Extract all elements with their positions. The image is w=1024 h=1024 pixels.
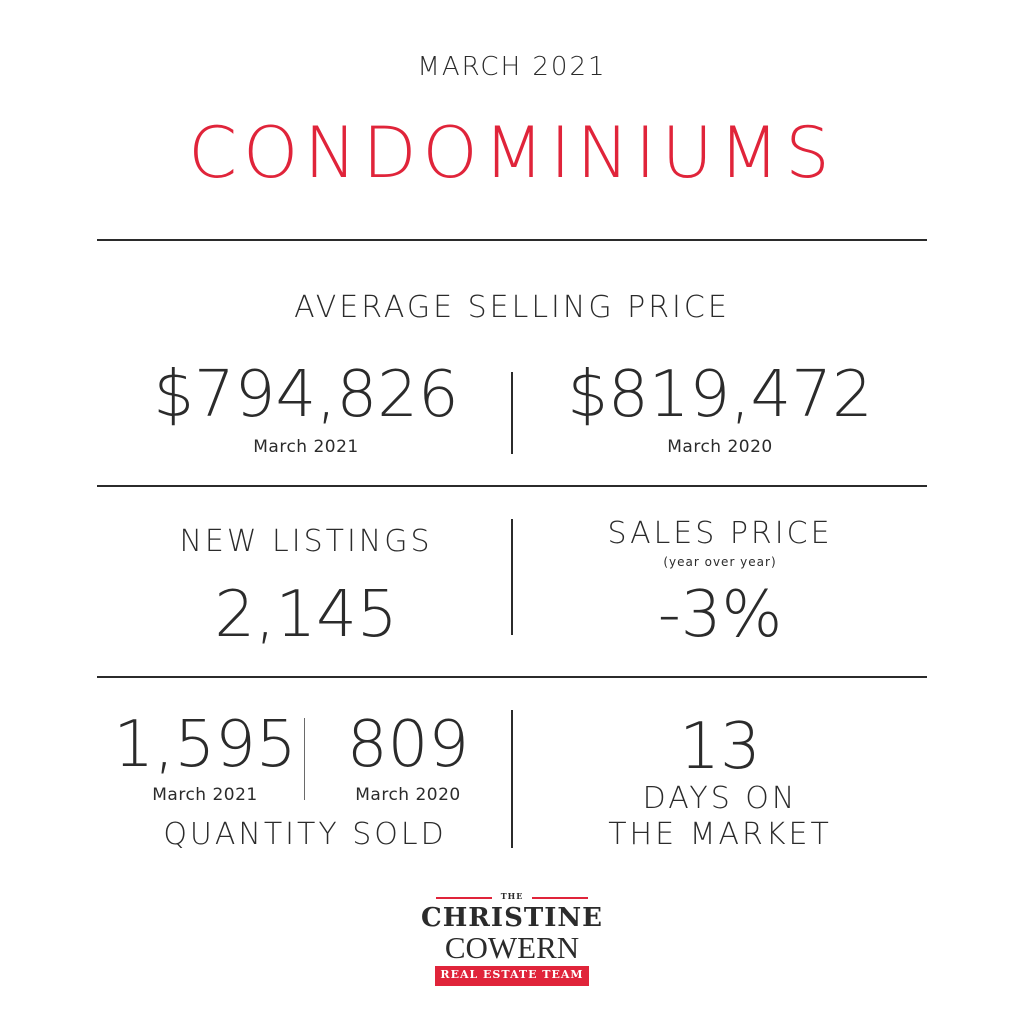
- qty-sold-current-caption: March 2021: [152, 785, 258, 805]
- days-on-market-value: 13: [679, 710, 761, 784]
- page-title: CONDOMINIUMS: [188, 112, 836, 194]
- logo-line-1: CHRISTINE: [421, 903, 603, 933]
- qty-sold-label: QUANTITY SOLD: [163, 817, 447, 852]
- logo-rule-left: [436, 897, 492, 899]
- qty-sold-previous: 809: [346, 708, 470, 782]
- logo-rule-right: [532, 897, 588, 899]
- logo-line-2: COWERN: [444, 930, 580, 965]
- divider-bottom: [97, 676, 927, 678]
- qty-sold-separator: [304, 718, 305, 800]
- avg-price-previous: $819,472: [567, 358, 873, 432]
- avg-price-previous-caption: March 2020: [667, 437, 773, 457]
- avg-price-current: $794,826: [153, 358, 459, 432]
- days-on-market-label-1: DAYS ON: [642, 781, 798, 816]
- avg-price-current-caption: March 2021: [253, 437, 359, 457]
- sales-price-value: -3%: [657, 578, 783, 652]
- bottom-separator: [511, 710, 513, 848]
- qty-sold-current: 1,595: [113, 708, 297, 782]
- sales-price-sublabel: (year over year): [663, 555, 777, 569]
- logo-the: THE: [500, 891, 524, 901]
- new-listings-label: NEW LISTINGS: [179, 524, 433, 559]
- divider-middle: [97, 485, 927, 487]
- listings-separator: [511, 519, 513, 635]
- logo-band-text: REAL ESTATE TEAM: [440, 968, 584, 981]
- logo-band: [435, 966, 589, 986]
- avg-price-separator: [511, 372, 513, 454]
- qty-sold-previous-caption: March 2020: [355, 785, 461, 805]
- report-period: MARCH 2021: [417, 52, 607, 82]
- new-listings-value: 2,145: [214, 578, 398, 652]
- sales-price-label: SALES PRICE: [607, 516, 833, 551]
- avg-price-label: AVERAGE SELLING PRICE: [294, 290, 730, 325]
- days-on-market-label-2: THE MARKET: [608, 817, 832, 852]
- divider-top: [97, 239, 927, 241]
